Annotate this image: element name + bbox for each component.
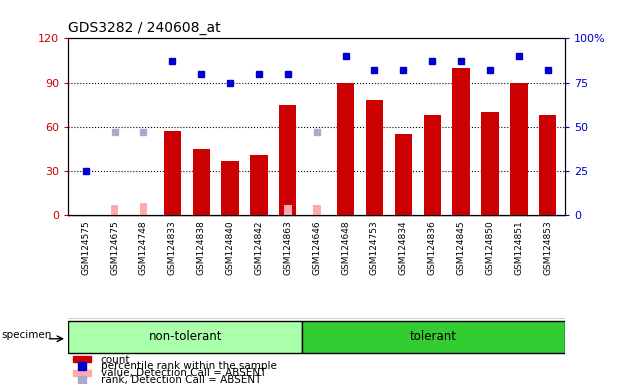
Bar xyxy=(193,149,210,215)
Text: percentile rank within the sample: percentile rank within the sample xyxy=(101,361,276,371)
Text: GSM124853: GSM124853 xyxy=(543,220,552,275)
Text: GDS3282 / 240608_at: GDS3282 / 240608_at xyxy=(68,21,221,35)
Text: GSM124840: GSM124840 xyxy=(225,220,235,275)
Text: specimen: specimen xyxy=(1,330,52,340)
Text: GSM124850: GSM124850 xyxy=(486,220,494,275)
Bar xyxy=(539,115,556,215)
Bar xyxy=(111,205,119,215)
Bar xyxy=(510,83,528,215)
Bar xyxy=(313,205,320,215)
Bar xyxy=(73,356,91,362)
Text: GSM124834: GSM124834 xyxy=(399,220,408,275)
Text: value, Detection Call = ABSENT: value, Detection Call = ABSENT xyxy=(101,368,266,378)
Bar xyxy=(279,104,296,215)
Bar xyxy=(424,115,441,215)
Text: GSM124842: GSM124842 xyxy=(255,220,263,275)
Text: GSM124863: GSM124863 xyxy=(283,220,292,275)
Bar xyxy=(337,83,354,215)
Text: GSM124833: GSM124833 xyxy=(168,220,177,275)
Bar xyxy=(140,203,147,215)
Text: GSM124648: GSM124648 xyxy=(341,220,350,275)
Text: GSM124838: GSM124838 xyxy=(197,220,206,275)
Bar xyxy=(302,321,565,353)
Text: GSM124646: GSM124646 xyxy=(312,220,321,275)
Bar xyxy=(453,68,470,215)
Text: GSM124845: GSM124845 xyxy=(456,220,466,275)
Bar xyxy=(222,161,238,215)
Bar xyxy=(284,205,292,215)
Text: GSM124836: GSM124836 xyxy=(428,220,437,275)
Text: GSM124851: GSM124851 xyxy=(514,220,524,275)
Text: GSM124675: GSM124675 xyxy=(110,220,119,275)
Text: count: count xyxy=(101,354,130,364)
Text: GSM124753: GSM124753 xyxy=(370,220,379,275)
Bar xyxy=(250,155,268,215)
Text: rank, Detection Call = ABSENT: rank, Detection Call = ABSENT xyxy=(101,375,261,384)
Bar xyxy=(73,369,91,376)
Text: GSM124575: GSM124575 xyxy=(81,220,90,275)
Bar xyxy=(68,321,302,353)
Text: tolerant: tolerant xyxy=(410,331,457,343)
Bar xyxy=(163,131,181,215)
Text: non-tolerant: non-tolerant xyxy=(148,331,222,343)
Text: GSM124748: GSM124748 xyxy=(139,220,148,275)
Bar xyxy=(395,134,412,215)
Bar xyxy=(481,112,499,215)
Bar xyxy=(366,100,383,215)
